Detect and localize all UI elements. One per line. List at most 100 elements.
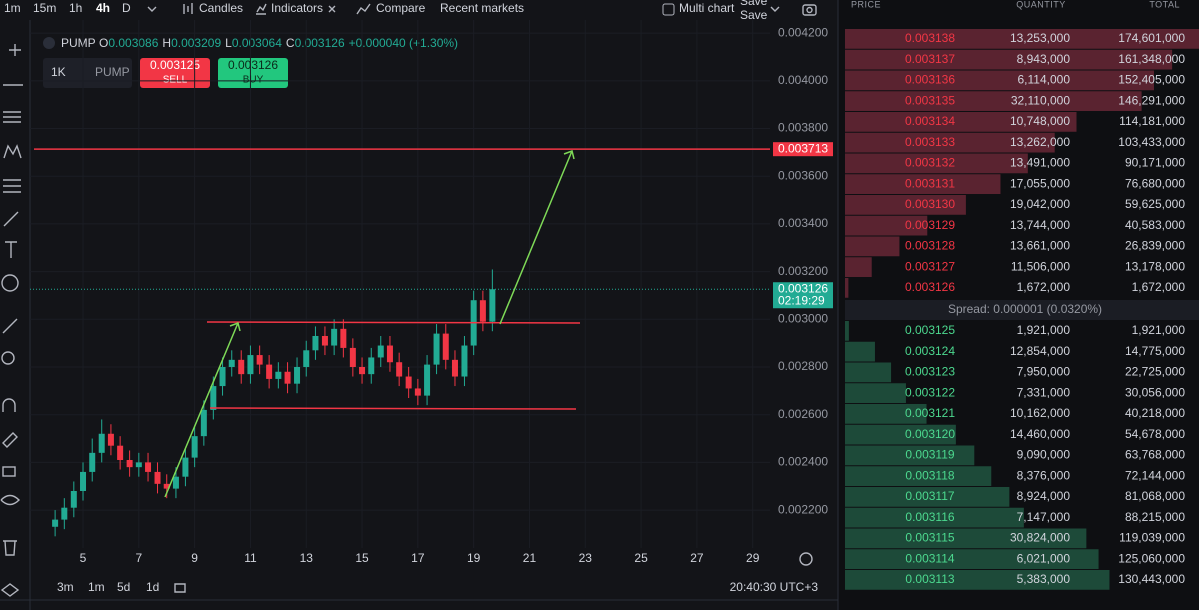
y-tick-label: 0.003800 (778, 121, 828, 135)
range-button[interactable]: 1m (88, 580, 105, 594)
settings-icon[interactable] (799, 552, 813, 566)
price[interactable]: 0.003116 (905, 510, 954, 524)
price[interactable]: 0.003126 (905, 280, 955, 294)
multi-chart-checkbox[interactable] (662, 3, 675, 16)
ask-depth-bar (845, 257, 872, 277)
candle-body (238, 359, 245, 375)
brush-tool[interactable] (3, 211, 19, 227)
price[interactable]: 0.003135 (905, 93, 955, 107)
price[interactable]: 0.003120 (905, 427, 955, 441)
pattern-tool[interactable] (3, 144, 22, 159)
asset: PUMP (95, 65, 130, 79)
candle-body (368, 357, 375, 375)
object-tree-tool[interactable] (0, 583, 20, 597)
range-button[interactable]: 5d (117, 580, 130, 594)
candle-body (191, 436, 198, 458)
interval-button[interactable]: 4h (96, 1, 110, 15)
compare-button[interactable]: Compare (376, 1, 426, 15)
text-tool[interactable] (5, 241, 17, 258)
price[interactable]: 0.003123 (905, 365, 955, 379)
price[interactable]: 0.003124 (905, 344, 955, 358)
price[interactable]: 0.003128 (905, 239, 955, 253)
dropdown-icon[interactable] (147, 6, 157, 12)
order-book: PRICE QUANTITY TOTAL 0.003138 13,253,000 174,… (845, 0, 1199, 590)
interval-button[interactable]: 15m (33, 1, 56, 15)
total: 174,601,000 (1118, 31, 1185, 45)
emoji-tool[interactable] (1, 274, 19, 292)
range-bottom-drawing[interactable] (209, 407, 577, 410)
range-button[interactable]: 3m (57, 580, 74, 594)
multi-chart-label[interactable]: Multi chart (679, 1, 735, 15)
price[interactable]: 0.003113 (905, 572, 954, 586)
bid-depth-bar (845, 383, 906, 403)
candles-icon[interactable] (183, 3, 193, 14)
candle-body (284, 371, 291, 384)
quantity: 14,460,000 (1010, 427, 1070, 441)
y-tick-label: 0.002400 (778, 455, 828, 469)
range-top-drawing[interactable] (206, 321, 581, 324)
column-header: QUANTITY (1016, 0, 1066, 9)
price[interactable]: 0.003133 (905, 135, 955, 149)
screenshot-icon[interactable] (802, 4, 817, 16)
price[interactable]: 0.003137 (905, 52, 955, 66)
price[interactable]: 0.003115 (905, 531, 954, 545)
price[interactable]: 0.003130 (905, 197, 955, 211)
candle-body (386, 345, 393, 363)
arrow-drawing[interactable] (499, 150, 575, 325)
ohlc-label: H (162, 36, 171, 50)
price[interactable]: 0.003125 (905, 323, 955, 337)
price[interactable]: 0.003127 (905, 259, 955, 273)
candle-body (312, 335, 319, 351)
price[interactable]: 0.003131 (905, 176, 955, 190)
save-button[interactable]: Save (740, 8, 768, 22)
total: 161,348,000 (1118, 52, 1185, 66)
y-tick-label: 0.004000 (778, 73, 828, 87)
arrow-drawing[interactable] (164, 322, 241, 498)
price[interactable]: 0.003134 (905, 114, 955, 128)
range-button[interactable]: 1d (146, 580, 159, 594)
ruler-tool[interactable] (2, 318, 18, 334)
indicators-button[interactable]: Indicators (271, 1, 323, 15)
templates-icon[interactable] (328, 5, 336, 13)
candle-body (331, 328, 338, 346)
price[interactable]: 0.003129 (905, 218, 955, 232)
recent-markets-button[interactable]: Recent markets (440, 1, 524, 15)
total: 125,060,000 (1118, 551, 1185, 565)
total: 152,405,000 (1118, 73, 1185, 87)
fib-tool[interactable] (3, 179, 21, 193)
date-range-icon[interactable] (174, 583, 186, 593)
candle-body (433, 333, 440, 365)
price[interactable]: 0.003138 (905, 31, 955, 45)
spread-row (845, 300, 1199, 320)
delete-tool[interactable] (3, 540, 17, 556)
quantity: 13,661,000 (1010, 239, 1070, 253)
candles-button[interactable]: Candles (199, 1, 243, 15)
price[interactable]: 0.003136 (905, 73, 955, 87)
visibility-tool[interactable] (0, 494, 20, 506)
total: 22,725,000 (1125, 365, 1185, 379)
zoom-tool[interactable] (1, 351, 15, 365)
last-price-tag (773, 282, 833, 309)
lock-tool[interactable] (2, 466, 16, 477)
candle-body (396, 362, 403, 377)
price[interactable]: 0.003119 (905, 448, 954, 462)
price[interactable]: 0.003114 (905, 551, 954, 565)
dropdown-icon[interactable] (770, 6, 780, 12)
interval-button[interactable]: D (122, 1, 131, 15)
quantity: 9,090,000 (1017, 448, 1071, 462)
price[interactable]: 0.003118 (905, 468, 954, 482)
magnet-tool[interactable] (2, 398, 16, 412)
crosshair-tool[interactable] (9, 44, 21, 56)
quantity[interactable]: 1K (51, 65, 66, 79)
indicators-icon[interactable] (256, 3, 267, 15)
interval-button[interactable]: 1m (4, 1, 21, 15)
price[interactable]: 0.003132 (905, 156, 955, 170)
price[interactable]: 0.003117 (905, 489, 954, 503)
interval-button[interactable]: 1h (69, 1, 82, 15)
bid-depth-bar (845, 507, 1024, 528)
price[interactable]: 0.003121 (905, 406, 955, 420)
lock-draw-tool[interactable] (2, 432, 18, 448)
price[interactable]: 0.003122 (905, 385, 955, 399)
compare-icon[interactable] (356, 3, 371, 15)
channel-tool[interactable] (3, 111, 21, 123)
